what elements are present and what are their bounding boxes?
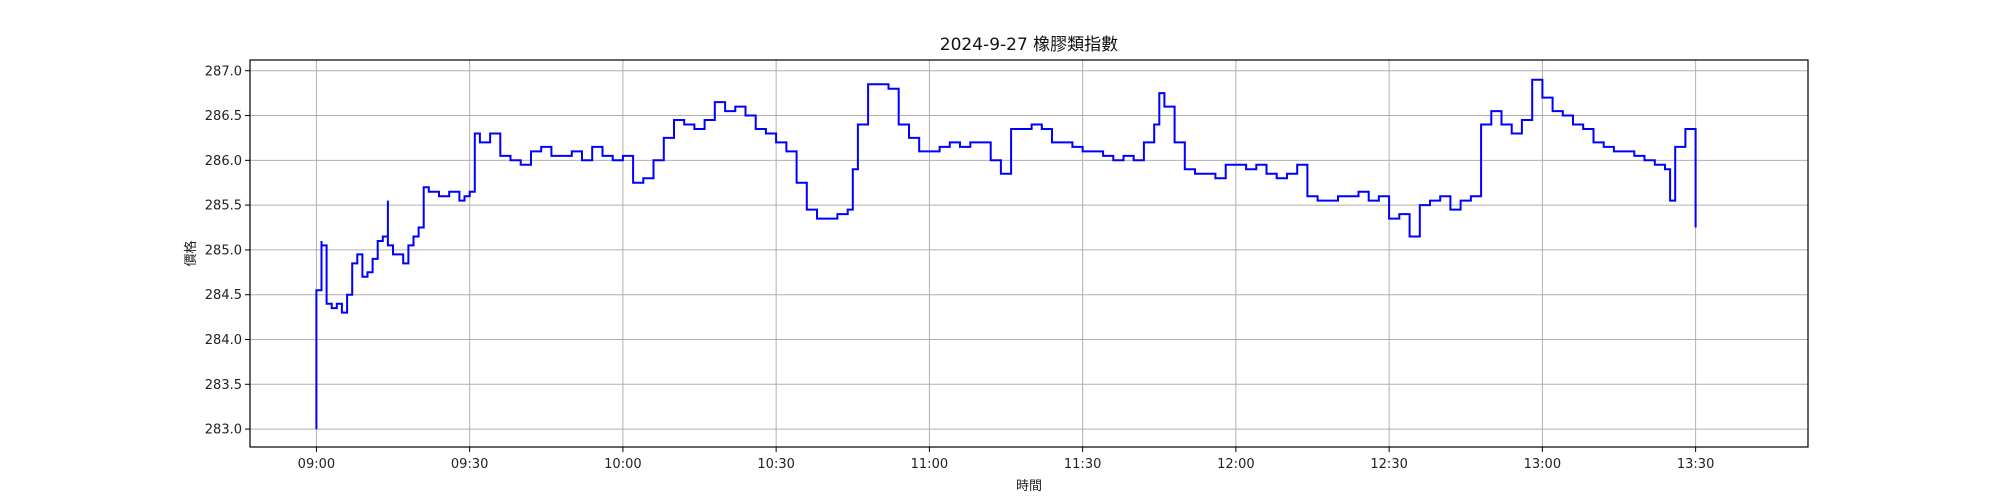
y-tick-label: 283.5 — [205, 378, 242, 393]
y-tick-label: 286.5 — [205, 109, 242, 124]
y-tick-label: 284.5 — [205, 288, 242, 303]
x-tick-label: 09:00 — [298, 457, 335, 472]
x-tick-label: 13:30 — [1677, 457, 1714, 472]
y-tick-label: 287.0 — [205, 64, 242, 79]
x-tick-label: 11:30 — [1064, 457, 1101, 472]
x-tick-label: 11:00 — [911, 457, 948, 472]
y-tick-label: 284.0 — [205, 333, 242, 348]
x-tick-label: 12:30 — [1370, 457, 1407, 472]
y-tick-label: 285.0 — [205, 243, 242, 258]
x-axis-title: 時間 — [1016, 479, 1042, 494]
x-tick-label: 13:00 — [1524, 457, 1561, 472]
chart-title: 2024-9-27 橡膠類指數 — [940, 35, 1118, 55]
plot-frame — [249, 59, 1809, 448]
y-tick-label: 286.0 — [205, 154, 242, 169]
y-axis: 283.0 283.5 284.0 284.5 285.0 285.5 286.0 286.5… — [205, 64, 250, 438]
x-tick-label: 10:30 — [757, 457, 794, 472]
grid — [250, 60, 1808, 447]
x-tick-label: 12:00 — [1217, 457, 1254, 472]
price-series-line — [315, 78, 1697, 430]
x-axis: 09:00 09:30 10:00 10:30 11:00 11:30 12:00 12:30… — [298, 447, 1714, 472]
x-tick-label: 09:30 — [451, 457, 488, 472]
y-axis-title: 價格 — [183, 240, 199, 266]
y-tick-label: 283.0 — [205, 423, 242, 438]
y-tick-label: 285.5 — [205, 199, 242, 214]
x-tick-label: 10:00 — [604, 457, 641, 472]
